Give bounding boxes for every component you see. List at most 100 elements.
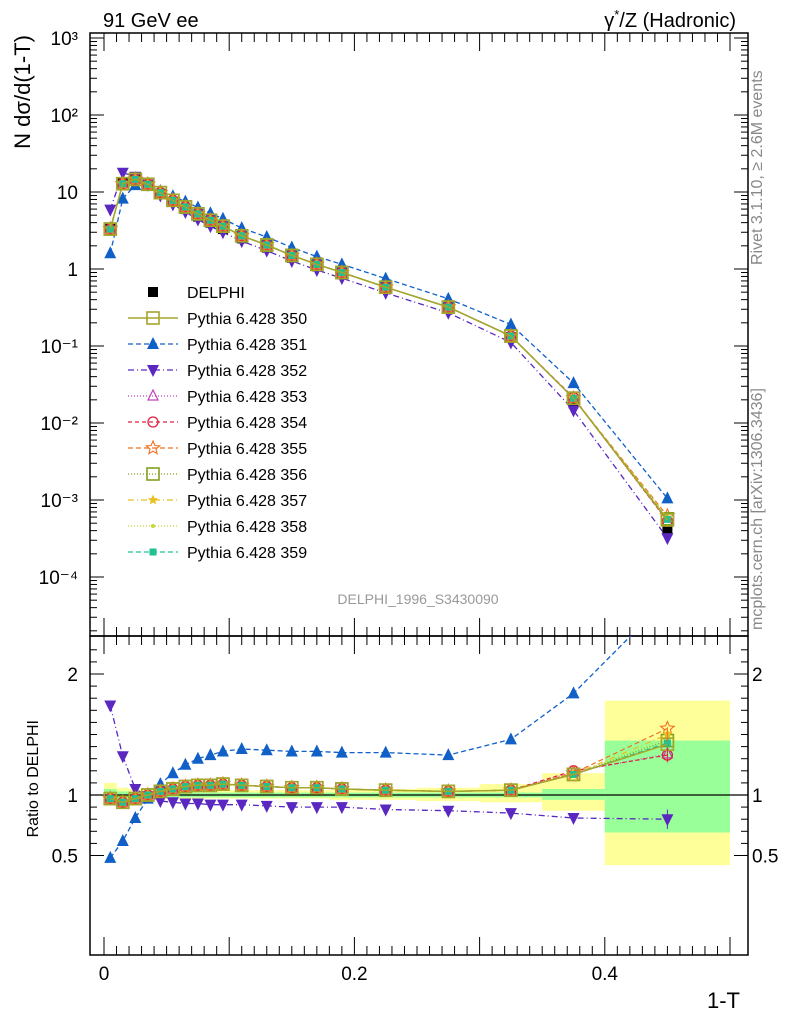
legend-label: Pythia 6.428 358 — [187, 519, 307, 536]
ratio-point-s351 — [285, 744, 298, 757]
legend-marker-delphi — [148, 287, 158, 297]
main-point-s350 — [660, 513, 675, 527]
ratio-ytick-label-right: 2 — [752, 665, 763, 686]
ratio-point-s351 — [216, 744, 229, 757]
ratio-point-s351 — [191, 751, 204, 764]
ratio-point-s352 — [260, 800, 273, 813]
ratio-ylabel: Ratio to DELPHI — [25, 720, 42, 837]
legend-label: Pythia 6.428 355 — [187, 441, 307, 458]
ratio-point-s352 — [567, 812, 580, 825]
data-point-delphi — [662, 525, 673, 536]
legend-label: Pythia 6.428 357 — [187, 493, 307, 510]
ratio-point-s351 — [310, 744, 323, 757]
legend-marker-s354 — [147, 416, 159, 428]
main-point-s350 — [504, 329, 518, 343]
main-point-s350 — [378, 280, 393, 295]
legend-marker-s358 — [151, 524, 155, 528]
ratio-series — [102, 592, 676, 863]
main-point-s350 — [284, 248, 299, 263]
main-line-s350 — [109, 178, 668, 521]
main-point-s351 — [504, 317, 517, 330]
legend-label: DELPHI — [187, 285, 245, 302]
legend-marker-s353 — [147, 388, 159, 401]
ratio-point-s352 — [335, 802, 348, 815]
main-ytick-label: 10² — [51, 106, 78, 127]
main-point-s350 — [103, 222, 118, 236]
ratio-point-s350 — [259, 779, 274, 794]
mcplots-label: mcplots.cern.ch [arXiv:1306.3436] — [749, 388, 766, 630]
ratio-point-s352 — [235, 799, 248, 812]
ratio-point-s352 — [116, 751, 129, 764]
ratio-point-s351 — [442, 748, 455, 761]
ratio-point-s351 — [116, 833, 129, 846]
legend-marker-s356 — [146, 467, 160, 481]
main-point-s352 — [567, 405, 580, 418]
header-left: 91 GeV ee — [103, 10, 199, 32]
ratio-point-s351 — [260, 743, 273, 756]
main-ytick-label: 10³ — [51, 29, 78, 50]
ratio-point-s350 — [335, 782, 349, 796]
main-ytick-label: 10⁻³ — [41, 491, 79, 512]
ratio-ytick-label-right: 1 — [752, 786, 763, 807]
legend-label: Pythia 6.428 351 — [187, 337, 307, 354]
ratio-point-s352 — [504, 808, 517, 821]
main-ytick-label: 10⁻¹ — [41, 337, 79, 358]
ratio-point-s352 — [191, 798, 204, 811]
analysis-id: DELPHI_1996_S3430090 — [337, 591, 498, 607]
main-point-s350 — [153, 185, 168, 200]
ratio-xlabel: 1-T — [707, 988, 740, 1013]
ratio-point-s352 — [129, 783, 142, 796]
ratio-point-s351 — [335, 745, 348, 758]
main-point-s352 — [104, 204, 117, 217]
main-point-s350 — [259, 238, 274, 252]
legend: DELPHI Pythia 6.428 350 Pythia 6.428 351 Py… — [128, 285, 307, 562]
ratio-point-s352 — [442, 805, 455, 818]
main-point-s350 — [441, 300, 456, 314]
ratio-ytick-label: 1 — [67, 786, 78, 807]
ratio-point-s352 — [204, 799, 217, 812]
ratio-line-s351 — [109, 636, 632, 859]
main-series — [102, 167, 676, 546]
legend-marker-s352 — [147, 365, 159, 377]
ratio-line-s352 — [109, 705, 668, 820]
main-point-s350 — [335, 265, 349, 280]
main-point-s351 — [104, 246, 117, 259]
header-right: γ*/Z (Hadronic) — [604, 7, 736, 32]
ratio-point-s351 — [179, 757, 192, 770]
main-point-s351 — [661, 491, 674, 504]
ratio-point-s350 — [504, 783, 518, 797]
ratio-point-s352 — [154, 796, 167, 809]
ratio-point-s352 — [285, 802, 298, 815]
ratio-point-s352 — [166, 797, 179, 810]
ratio-point-s350 — [284, 780, 299, 795]
main-point-s352 — [661, 533, 674, 546]
legend-marker-s359 — [149, 548, 157, 556]
ratio-point-s351 — [166, 766, 179, 779]
rivet-label: Rivet 3.1.10, ≥ 2.6M events — [749, 70, 766, 265]
ratio-ytick-label-right: 0.5 — [752, 847, 778, 868]
legend-label: Pythia 6.428 352 — [187, 363, 307, 380]
ratio-ytick-label: 0.5 — [52, 847, 78, 868]
band-green — [542, 788, 605, 800]
main-point-s352 — [116, 167, 129, 180]
ratio-point-s352 — [104, 700, 117, 713]
ratio-point-s351 — [129, 810, 142, 823]
ratio-ytick-label: 2 — [67, 665, 78, 686]
legend-label: Pythia 6.428 354 — [187, 415, 307, 432]
main-ytick-label: 1 — [67, 260, 78, 281]
legend-label: Pythia 6.428 350 — [187, 311, 307, 328]
main-ylabel: N dσ/d(1-T) — [10, 35, 35, 149]
ratio-xtick-label: 0.2 — [341, 964, 367, 985]
main-point-s350 — [216, 219, 230, 233]
legend-marker-s350 — [146, 311, 160, 325]
ratio-line-s350 — [110, 743, 668, 804]
legend-marker-s357 — [147, 494, 159, 505]
ratio-point-s351 — [661, 592, 673, 604]
ratio-point-s350 — [216, 777, 230, 791]
main-point-s350 — [178, 200, 193, 214]
legend-label: Pythia 6.428 356 — [187, 467, 307, 484]
ratio-xtick-label: 0 — [99, 964, 110, 985]
ratio-point-s352 — [216, 799, 229, 812]
main-ytick-label: 10⁻⁴ — [39, 568, 78, 589]
